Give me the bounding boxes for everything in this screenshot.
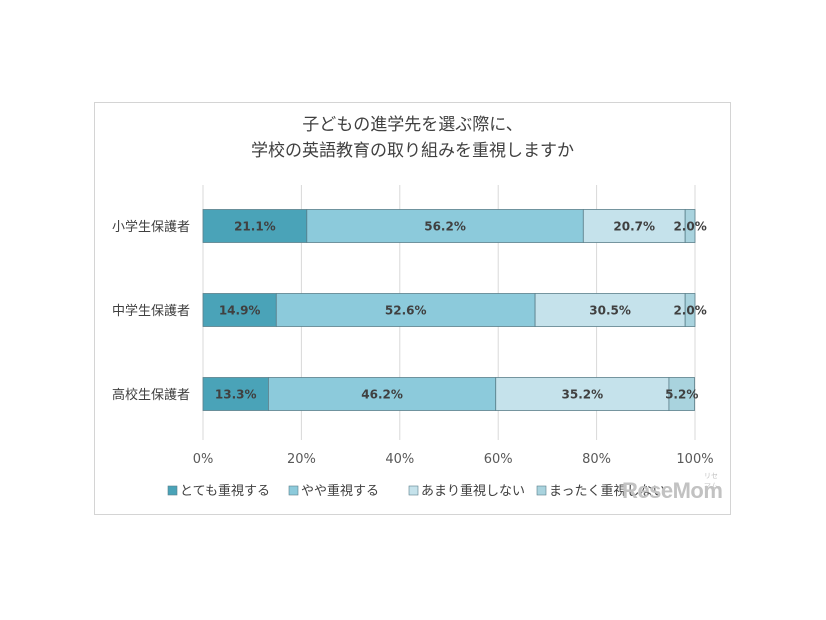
bars: 21.1% 56.2% 20.7% 2.0% 14.9% 52.6% 30.5% 2.0% 13… (202, 209, 707, 411)
x-tick-label: 100% (676, 452, 713, 467)
legend-label: まったく重視しない (549, 483, 665, 499)
watermark-subtext: リセマム (704, 473, 718, 490)
x-tick-label: 20% (287, 452, 316, 467)
data-label: 46.2% (361, 388, 403, 402)
bar-segment (684, 209, 696, 243)
bar-segment (275, 293, 536, 327)
data-label: 20.7% (613, 220, 655, 234)
bar-segment (582, 209, 686, 243)
x-tick-label: 0% (193, 452, 214, 467)
legend: とても重視する やや重視する あまり重視しない まったく重視しない (167, 483, 665, 499)
watermark-text: ReseMom (622, 478, 723, 503)
data-label: 2.0% (673, 304, 706, 318)
category-label: 高校生保護者 (112, 387, 190, 403)
bar-segment (202, 209, 308, 243)
data-label: 21.1% (234, 220, 276, 234)
data-label: 35.2% (562, 388, 604, 402)
legend-swatch (167, 485, 178, 496)
chart-title: 子どもの進学先を選ぶ際に、 学校の英語教育の取り組みを重視しますか (94, 112, 731, 164)
x-tick-label: 80% (582, 452, 611, 467)
data-label: 30.5% (589, 304, 631, 318)
category-label: 小学生保護者 (112, 219, 190, 235)
chart-title-line-1: 子どもの進学先を選ぶ際に、 (302, 115, 523, 135)
resemom-watermark: ReseMom リセマム (622, 473, 723, 504)
legend-label: とても重視する (180, 483, 270, 499)
data-label: 2.0% (673, 220, 706, 234)
legend-swatch (288, 485, 299, 496)
x-tick-label: 40% (385, 452, 414, 467)
x-tick-labels: 0% 20% 40% 60% 80% 100% (193, 452, 714, 467)
data-label: 52.6% (385, 304, 427, 318)
data-label: 56.2% (424, 220, 466, 234)
bar-segment (495, 377, 670, 411)
bar-segment (268, 377, 497, 411)
data-label: 14.9% (219, 304, 261, 318)
x-tick-label: 60% (484, 452, 513, 467)
chart-title-line-2: 学校の英語教育の取り組みを重視しますか (251, 141, 574, 161)
data-label: 5.2% (665, 388, 698, 402)
legend-label: やや重視する (301, 483, 379, 499)
legend-swatch (536, 485, 547, 496)
data-label: 13.3% (215, 388, 257, 402)
legend-swatch (408, 485, 419, 496)
bar-segment (202, 377, 269, 411)
bar-segment (534, 293, 686, 327)
bar-segment (202, 293, 277, 327)
legend-label: あまり重視しない (421, 483, 525, 499)
bar-segment (684, 293, 696, 327)
bar-segment (668, 377, 695, 411)
category-label: 中学生保護者 (112, 303, 190, 319)
bar-segment (306, 209, 584, 243)
